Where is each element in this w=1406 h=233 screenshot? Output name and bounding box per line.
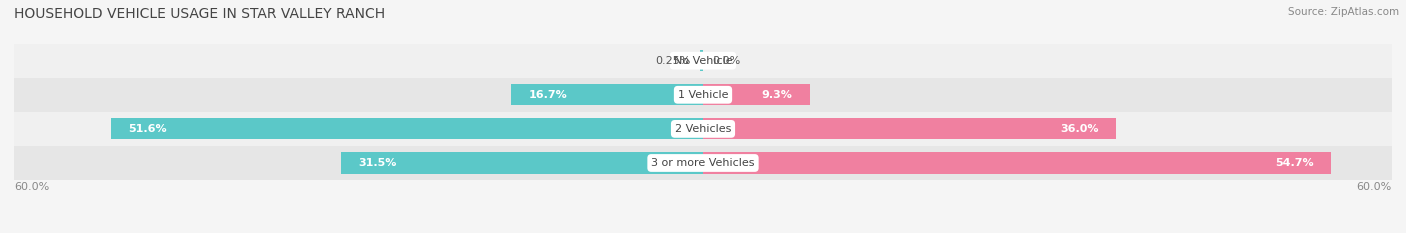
Bar [14, 112, 1392, 146]
Text: 2 Vehicles: 2 Vehicles [675, 124, 731, 134]
Text: 1 Vehicle: 1 Vehicle [678, 90, 728, 100]
Text: 60.0%: 60.0% [1357, 182, 1392, 192]
Bar [14, 44, 1392, 78]
Bar [512, 84, 703, 105]
Bar [700, 50, 703, 71]
Text: 60.0%: 60.0% [14, 182, 49, 192]
Bar [342, 152, 703, 174]
Text: 16.7%: 16.7% [529, 90, 567, 100]
Bar [14, 146, 1392, 180]
Bar [703, 152, 1331, 174]
Text: 54.7%: 54.7% [1275, 158, 1313, 168]
Text: 0.0%: 0.0% [713, 56, 741, 66]
Text: 31.5%: 31.5% [359, 158, 396, 168]
Text: 36.0%: 36.0% [1060, 124, 1099, 134]
Text: 3 or more Vehicles: 3 or more Vehicles [651, 158, 755, 168]
Bar [111, 118, 703, 140]
Text: Source: ZipAtlas.com: Source: ZipAtlas.com [1288, 7, 1399, 17]
Bar [703, 84, 810, 105]
Bar [14, 78, 1392, 112]
Bar [703, 118, 1116, 140]
Text: 0.25%: 0.25% [655, 56, 690, 66]
Text: No Vehicle: No Vehicle [673, 56, 733, 66]
Text: 9.3%: 9.3% [762, 90, 793, 100]
Text: HOUSEHOLD VEHICLE USAGE IN STAR VALLEY RANCH: HOUSEHOLD VEHICLE USAGE IN STAR VALLEY R… [14, 7, 385, 21]
Text: 51.6%: 51.6% [128, 124, 166, 134]
